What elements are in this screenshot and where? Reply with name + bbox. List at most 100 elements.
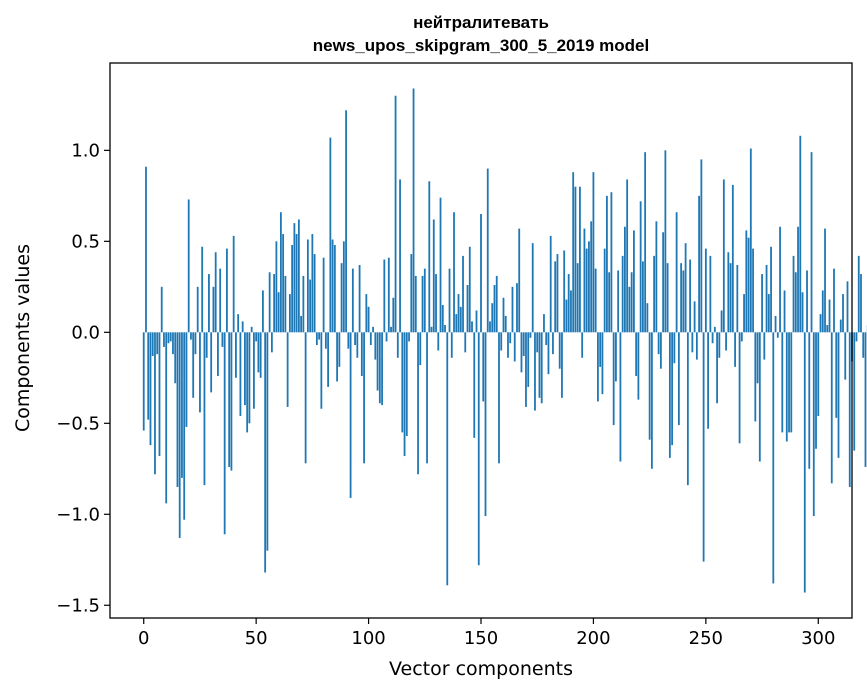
bar-114 bbox=[399, 179, 401, 333]
bar-172 bbox=[529, 332, 532, 338]
x-tick-label-5: 250 bbox=[689, 628, 723, 649]
bar-149 bbox=[477, 332, 480, 566]
bar-320 bbox=[862, 332, 865, 358]
bar-273 bbox=[756, 332, 759, 384]
bars-group bbox=[142, 88, 867, 593]
bar-229 bbox=[657, 332, 660, 355]
bar-101 bbox=[369, 332, 372, 346]
bar-243 bbox=[689, 259, 692, 333]
y-tick-label-2: −0.5 bbox=[56, 413, 100, 434]
bar-244 bbox=[691, 332, 694, 353]
bar-21 bbox=[190, 332, 192, 340]
bar-277 bbox=[765, 264, 768, 333]
bar-204 bbox=[601, 332, 604, 395]
bar-14 bbox=[174, 332, 177, 384]
bar-138 bbox=[453, 212, 455, 333]
y-tick-label-1: −1.0 bbox=[56, 504, 100, 525]
bar-98 bbox=[363, 332, 365, 464]
bar-224 bbox=[646, 303, 649, 333]
bar-154 bbox=[489, 321, 491, 333]
bar-191 bbox=[572, 172, 575, 333]
ticks-group: 0 50 100 150 200 250 300 −1.5 −1.0 −0.5 0.0 0.5 1.0 bbox=[56, 140, 835, 649]
x-tick-label-6: 300 bbox=[801, 628, 835, 649]
bar-272 bbox=[754, 332, 757, 422]
bar-290 bbox=[794, 272, 797, 333]
bar-202 bbox=[597, 332, 599, 402]
plot-frame bbox=[109, 62, 853, 619]
bar-76 bbox=[313, 254, 316, 333]
bar-73 bbox=[306, 239, 309, 333]
bar-65 bbox=[288, 294, 291, 333]
bar-300 bbox=[817, 332, 820, 417]
bar-254 bbox=[713, 326, 716, 333]
bar-81 bbox=[324, 332, 327, 349]
x-tick-label-3: 150 bbox=[464, 628, 498, 649]
bar-75 bbox=[311, 234, 314, 333]
bar-206 bbox=[606, 195, 608, 333]
bar-79 bbox=[320, 332, 323, 409]
bar-43 bbox=[239, 332, 242, 417]
bar-246 bbox=[695, 332, 698, 360]
bar-188 bbox=[565, 299, 568, 333]
bar-276 bbox=[763, 332, 766, 360]
bar-88 bbox=[340, 263, 343, 333]
bar-31 bbox=[212, 286, 215, 333]
bar-142 bbox=[462, 255, 464, 333]
bar-68 bbox=[295, 234, 298, 333]
bar-185 bbox=[558, 332, 561, 369]
bar-90 bbox=[345, 110, 347, 333]
bar-274 bbox=[758, 332, 761, 462]
bar-56 bbox=[268, 272, 271, 333]
bar-179 bbox=[545, 332, 548, 346]
bar-89 bbox=[342, 241, 345, 333]
bar-241 bbox=[684, 243, 687, 333]
bar-0 bbox=[142, 332, 145, 431]
bar-96 bbox=[358, 264, 361, 333]
bar-22 bbox=[192, 332, 195, 398]
bar-145 bbox=[468, 246, 471, 333]
bar-158 bbox=[498, 332, 500, 464]
bar-38 bbox=[228, 332, 231, 467]
bar-297 bbox=[810, 152, 813, 333]
bar-176 bbox=[538, 332, 541, 398]
bar-106 bbox=[381, 332, 383, 406]
bar-192 bbox=[574, 186, 577, 333]
bar-129 bbox=[432, 219, 435, 333]
bar-160 bbox=[502, 297, 505, 333]
bar-212 bbox=[619, 332, 622, 462]
bar-8 bbox=[160, 286, 163, 333]
bar-282 bbox=[776, 332, 779, 338]
bar-94 bbox=[354, 332, 356, 346]
bar-299 bbox=[815, 332, 817, 449]
bar-208 bbox=[610, 192, 613, 333]
bar-100 bbox=[367, 306, 370, 333]
chart-title-line-1: нейтралитевать bbox=[413, 13, 549, 32]
bar-99 bbox=[365, 294, 368, 333]
bar-173 bbox=[531, 243, 534, 333]
bar-171 bbox=[527, 332, 530, 387]
bar-284 bbox=[781, 332, 784, 433]
y-tick-label-5: 1.0 bbox=[71, 140, 100, 161]
bar-298 bbox=[812, 332, 815, 517]
bar-109 bbox=[387, 257, 390, 333]
bar-245 bbox=[693, 301, 696, 333]
bar-262 bbox=[731, 184, 734, 333]
bar-12 bbox=[169, 332, 172, 342]
bar-127 bbox=[428, 181, 431, 333]
bar-153 bbox=[486, 168, 489, 333]
bar-240 bbox=[682, 270, 685, 333]
bar-234 bbox=[668, 332, 671, 458]
bar-215 bbox=[626, 179, 629, 333]
bar-20 bbox=[187, 199, 190, 333]
bar-264 bbox=[736, 264, 739, 333]
bar-193 bbox=[576, 263, 579, 333]
bar-196 bbox=[583, 228, 586, 333]
bar-256 bbox=[718, 332, 721, 358]
bar-136 bbox=[448, 268, 451, 333]
bar-87 bbox=[338, 332, 341, 367]
bar-11 bbox=[167, 332, 170, 344]
bar-226 bbox=[650, 332, 653, 469]
bar-48 bbox=[250, 326, 253, 333]
bar-198 bbox=[588, 241, 590, 333]
